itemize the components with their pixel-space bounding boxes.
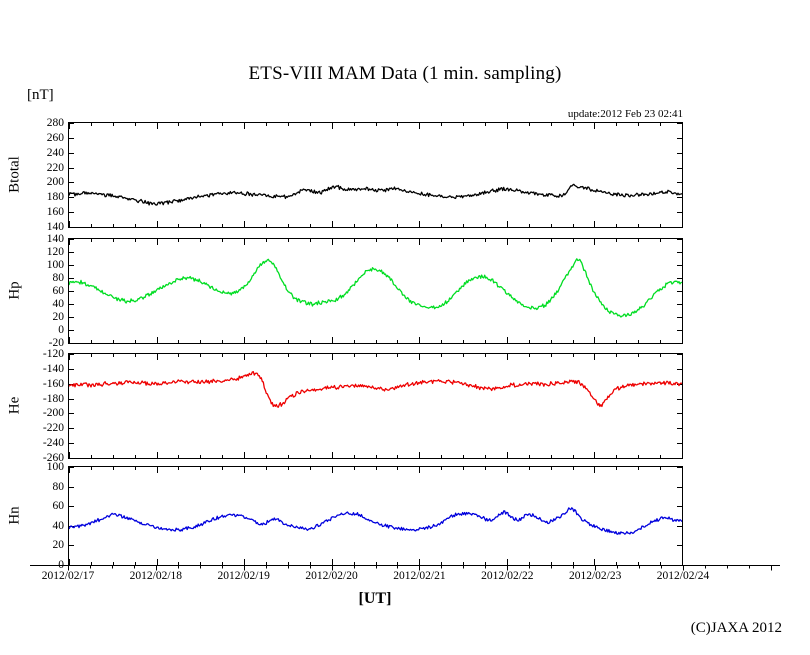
y-tick-label: 260	[46, 131, 64, 144]
y-tick-label: -240	[42, 437, 64, 450]
y-tick-label: 80	[52, 272, 65, 284]
plot-panel-he	[68, 353, 683, 459]
y-tick-label: 140	[46, 221, 64, 233]
y-tick-label: 20	[52, 311, 65, 323]
y-tick-label: 100	[46, 461, 64, 473]
y-tick-label: 100	[46, 259, 64, 271]
y-tick-label: -140	[42, 362, 64, 375]
plot-panel-btotal	[68, 122, 683, 228]
y-tick-label: 180	[46, 191, 64, 204]
y-axis-name-he: He	[6, 396, 23, 415]
y-tick-label: -220	[42, 422, 64, 435]
y-tick-label: 0	[58, 324, 64, 336]
y-tick-label: -260	[42, 452, 64, 464]
update-timestamp: update:2012 Feb 23 02:41	[567, 108, 683, 120]
y-tick-label: 60	[52, 285, 65, 297]
y-tick-label: -200	[42, 407, 64, 420]
data-trace-hn	[69, 507, 682, 535]
y-tick-label: -20	[48, 337, 64, 349]
y-tick-label: -120	[42, 348, 64, 360]
y-tick-labels-he: -120 -140 -160 -180 -200 -220 -240 -260	[20, 348, 64, 464]
plot-panel-hn	[68, 466, 683, 566]
y-tick-label: 200	[46, 176, 64, 189]
plot-panel-hp	[68, 238, 683, 344]
y-tick-label: 80	[52, 480, 65, 493]
y-axis-name-btotal: Btotal	[6, 156, 23, 193]
y-tick-labels-hp: 140 120 100 80 60 40 20 0 -20	[20, 233, 65, 349]
y-axis-name-hp: Hp	[6, 281, 23, 300]
y-tick-label: 40	[52, 519, 65, 532]
y-tick-label: 160	[46, 206, 64, 219]
y-tick-label: 140	[46, 233, 64, 245]
y-tick-label: 120	[46, 246, 64, 258]
data-trace-btotal	[69, 183, 682, 206]
copyright-notice: (C)JAXA 2012	[690, 620, 782, 636]
y-tick-label: 220	[46, 161, 64, 174]
y-axis-name-hn: Hn	[6, 506, 23, 525]
y-tick-label: 40	[52, 298, 65, 310]
y-tick-labels-btotal: 280 260 240 220 200 180 160 140	[20, 117, 64, 233]
y-tick-label: 280	[46, 117, 64, 129]
data-trace-he	[69, 371, 682, 408]
y-tick-label: -160	[42, 377, 64, 390]
y-units-label: [nT]	[27, 87, 54, 103]
y-tick-label: 20	[52, 539, 65, 552]
data-trace-hp	[69, 258, 682, 318]
y-tick-label: 60	[52, 500, 65, 513]
chart-title: ETS-VIII MAM Data (1 min. sampling)	[248, 63, 562, 84]
x-axis-line	[30, 565, 780, 571]
y-tick-label: -180	[42, 392, 64, 405]
x-axis-caption: [UT]	[358, 590, 392, 607]
y-tick-label: 240	[46, 146, 64, 159]
